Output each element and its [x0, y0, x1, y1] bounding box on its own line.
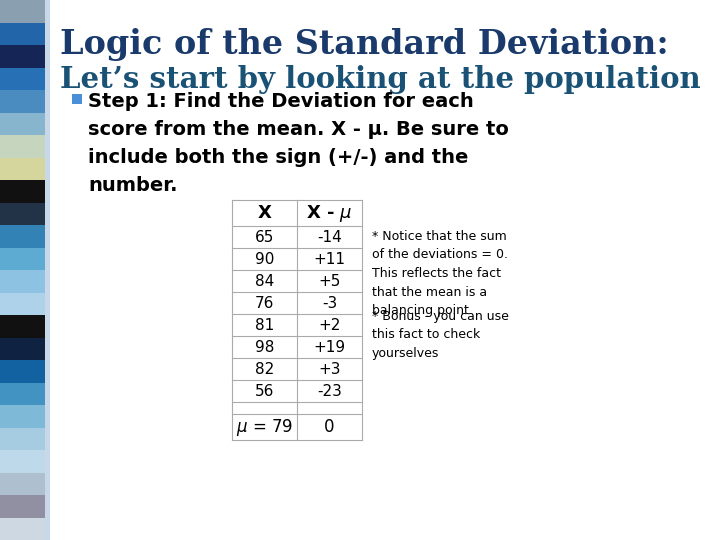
Text: 84: 84 [255, 273, 274, 288]
Bar [0, 23, 45, 45]
Bar [0, 428, 45, 450]
Text: score from the mean. X - μ. Be sure to: score from the mean. X - μ. Be sure to [88, 120, 509, 139]
Bar [72, 94, 82, 104]
Text: Logic of the Standard Deviation:: Logic of the Standard Deviation: [60, 28, 669, 61]
Text: number.: number. [88, 176, 178, 195]
Bar [0, 0, 45, 23]
Text: Step 1: Find the Deviation for each: Step 1: Find the Deviation for each [88, 92, 474, 111]
Bar [0, 405, 45, 428]
Text: include both the sign (+/-) and the: include both the sign (+/-) and the [88, 148, 469, 167]
Bar [0, 270, 45, 293]
Bar [0, 135, 45, 158]
Text: 90: 90 [255, 252, 274, 267]
Text: -3: -3 [322, 295, 337, 310]
Bar [0, 158, 45, 180]
Bar [0, 382, 45, 405]
Bar [0, 360, 45, 382]
Text: +19: +19 [313, 340, 346, 354]
Bar [0, 338, 45, 360]
Text: 56: 56 [255, 383, 274, 399]
Bar [0, 517, 45, 540]
Bar [0, 112, 45, 135]
Bar [0, 180, 45, 202]
Text: -14: -14 [317, 230, 342, 245]
Text: $\mu$ = 79: $\mu$ = 79 [236, 416, 293, 437]
Text: +5: +5 [318, 273, 341, 288]
Text: 76: 76 [255, 295, 274, 310]
Bar [0, 472, 45, 495]
Bar [0, 90, 45, 112]
Text: X: X [258, 204, 271, 222]
Bar [0, 68, 45, 90]
Bar [0, 45, 45, 68]
Text: * Notice that the sum
of the deviations = 0.
This reflects the fact
that the mea: * Notice that the sum of the deviations … [372, 230, 508, 317]
Text: 98: 98 [255, 340, 274, 354]
Bar [0, 202, 45, 225]
Text: Let’s start by looking at the population: Let’s start by looking at the population [60, 65, 701, 94]
Text: +11: +11 [313, 252, 346, 267]
Bar [0, 315, 45, 338]
Text: -23: -23 [317, 383, 342, 399]
Text: * Bonus - you can use
this fact to check
yourselves: * Bonus - you can use this fact to check… [372, 310, 509, 360]
Text: X - $\mu$: X - $\mu$ [306, 202, 353, 224]
Bar [0, 293, 45, 315]
Text: +2: +2 [318, 318, 341, 333]
Text: 82: 82 [255, 361, 274, 376]
Bar [0, 225, 45, 247]
Text: 0: 0 [324, 418, 335, 436]
Text: +3: +3 [318, 361, 341, 376]
Bar [0, 247, 45, 270]
Text: 81: 81 [255, 318, 274, 333]
Bar [0, 450, 45, 472]
Text: 65: 65 [255, 230, 274, 245]
Bar [0, 495, 45, 517]
